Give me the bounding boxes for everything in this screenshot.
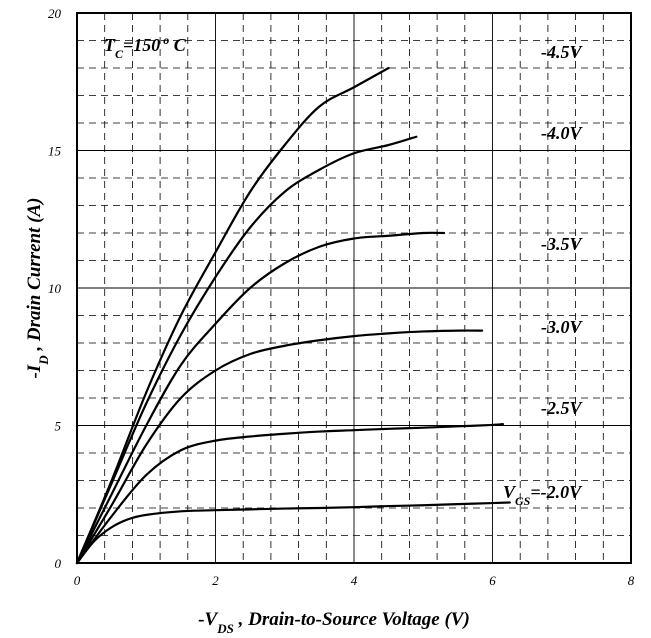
series-line-3-0V — [75, 329, 484, 565]
y-tick-label: 0 — [55, 556, 62, 571]
y-tick-label: 10 — [48, 281, 62, 296]
x-tick-label: 6 — [489, 573, 496, 588]
x-tick-label: 4 — [351, 573, 358, 588]
y-tick-label: 5 — [55, 419, 62, 434]
series-line-2-5V — [75, 423, 504, 565]
x-axis-label: -VDS , Drain-to-Source Voltage (V) — [198, 609, 470, 636]
series-lines — [75, 66, 511, 565]
temperature-annotation: TC=150 o C — [104, 33, 187, 61]
series-label: -4.5V — [541, 42, 583, 62]
y-axis-label: -ID , Drain Current (A) — [24, 198, 51, 379]
series-label: -3.0V — [541, 317, 583, 337]
series-label: VGS=-2.0V — [503, 482, 583, 508]
series-label: -3.5V — [541, 234, 583, 254]
grid — [77, 13, 631, 563]
series-label: -2.5V — [541, 398, 583, 418]
x-tick-label: 8 — [628, 573, 635, 588]
y-tick-label: 20 — [48, 6, 62, 21]
series-line-2-0V — [75, 501, 511, 565]
plot-frame — [76, 12, 632, 564]
series-line-4-5V — [75, 66, 390, 565]
series-label: -4.0V — [541, 123, 583, 143]
x-tick-label: 2 — [212, 573, 219, 588]
series-line-3-5V — [75, 231, 446, 565]
series-line-4-0V — [75, 135, 418, 565]
x-tick-label: 0 — [74, 573, 81, 588]
y-tick-label: 15 — [48, 144, 62, 159]
series-labels: -4.5V -4.0V -3.5V -3.0V -2.5V VGS=-2.0V — [503, 42, 583, 508]
